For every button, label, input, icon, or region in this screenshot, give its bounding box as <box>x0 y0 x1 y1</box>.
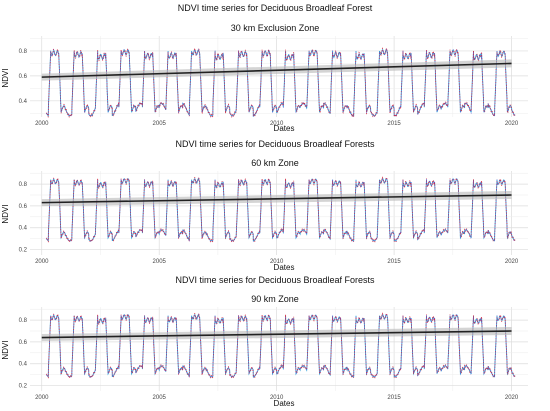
x-tick-label: 2015 <box>387 395 401 401</box>
chart-panel-90km: NDVI time series for Deciduous Broadleaf… <box>0 274 550 411</box>
x-tick-label: 2005 <box>153 121 167 127</box>
chart-30km: NDVI time series for Deciduous Broadleaf… <box>1 3 528 133</box>
y-tick-label: 0.4 <box>19 362 28 368</box>
series-line-smoothed <box>46 312 516 379</box>
x-tick-label: 2000 <box>35 121 49 127</box>
x-tick-label: 2015 <box>387 259 401 265</box>
y-axis-label: NDVI <box>1 68 10 87</box>
y-tick-label: 0.2 <box>19 384 28 390</box>
x-tick-label: 2020 <box>505 259 519 265</box>
x-tick-label: 2010 <box>270 259 284 265</box>
y-tick-label: 0.6 <box>19 204 28 210</box>
grid <box>30 307 528 391</box>
y-axis-label: NDVI <box>1 340 10 359</box>
chart-subtitle: 30 km Exclusion Zone <box>231 23 320 33</box>
chart-subtitle: 60 km Zone <box>251 158 299 168</box>
trend-line <box>41 194 512 204</box>
chart-60km: NDVI time series for Deciduous Broadleaf… <box>1 139 528 272</box>
chart-panel-30km: NDVI time series for Deciduous Broadleaf… <box>0 0 550 137</box>
y-tick-label: 0.2 <box>19 248 28 254</box>
trend-line <box>41 62 512 78</box>
y-axis-label: NDVI <box>1 204 10 223</box>
y-tick-label: 0.4 <box>19 226 28 232</box>
trend-line <box>41 330 512 339</box>
x-tick-label: 2010 <box>270 395 284 401</box>
x-tick-label: 2005 <box>153 259 167 265</box>
series-line-smoothed <box>46 176 516 243</box>
x-tick-label: 2000 <box>35 259 49 265</box>
series-line-fitted <box>46 48 516 117</box>
x-tick-label: 2015 <box>387 121 401 127</box>
y-tick-label: 0.6 <box>19 340 28 346</box>
x-tick-label: 2020 <box>505 395 519 401</box>
chart-panel-60km: NDVI time series for Deciduous Broadleaf… <box>0 137 550 274</box>
y-tick-label: 0.8 <box>19 182 28 188</box>
x-tick-label: 2010 <box>270 121 284 127</box>
chart-title: NDVI time series for Deciduous Broadleaf… <box>175 275 375 285</box>
x-tick-label: 2005 <box>153 395 167 401</box>
y-tick-label: 0.6 <box>19 74 28 80</box>
chart-title: NDVI time series for Deciduous Broadleaf… <box>178 3 373 13</box>
y-tick-label: 0.4 <box>19 99 28 105</box>
x-axis-label: Dates <box>274 399 295 408</box>
chart-subtitle: 90 km Zone <box>251 294 299 304</box>
x-tick-label: 2000 <box>35 395 49 401</box>
y-tick-label: 0.8 <box>19 318 28 324</box>
x-tick-label: 2020 <box>505 121 519 127</box>
y-tick-label: 0.8 <box>19 49 28 55</box>
chart-90km: NDVI time series for Deciduous Broadleaf… <box>1 275 528 408</box>
x-axis-label: Dates <box>274 263 295 272</box>
chart-title: NDVI time series for Deciduous Broadleaf… <box>175 139 375 149</box>
grid <box>30 171 528 255</box>
x-axis-label: Dates <box>274 124 295 133</box>
